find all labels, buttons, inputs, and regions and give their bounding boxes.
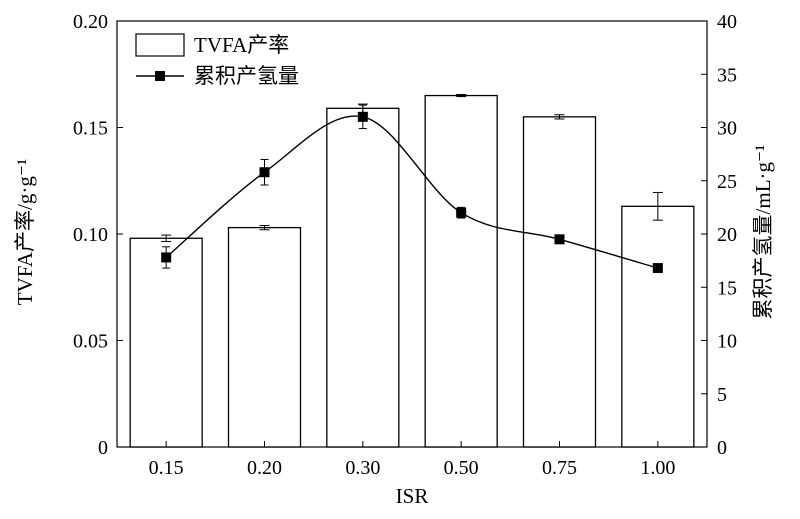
axes: 0.15 0.20 0.30 0.50 0.75 1.00 0 0.05 0.10 0.15 0.2…	[73, 11, 737, 479]
legend-marker-swatch	[155, 71, 165, 81]
y-right-tick-label: 30	[717, 118, 737, 140]
bar-error-bar	[456, 93, 467, 98]
line-marker	[357, 111, 368, 122]
bar	[129, 237, 203, 448]
y-right-tick-label: 35	[717, 64, 737, 86]
x-tick-label: 0.30	[345, 457, 380, 479]
line-marker	[161, 252, 172, 263]
y-right-tick-label: 0	[717, 437, 727, 459]
legend-entry-bar: TVFA产率	[135, 33, 289, 57]
y-axis-right-title: 累积产氢量/mL·g⁻¹	[751, 145, 775, 320]
line-marker	[554, 234, 565, 245]
legend-bar-swatch	[135, 33, 185, 57]
y-left-tick-label: 0.05	[73, 331, 108, 353]
y-right-tick-label: 20	[717, 224, 737, 246]
x-tick-label: 0.50	[444, 457, 479, 479]
y-left-tick-label: 0.15	[73, 118, 108, 140]
line-series	[161, 104, 663, 274]
bar-error-bar	[554, 114, 565, 120]
bar	[621, 205, 695, 448]
line-marker	[652, 263, 663, 274]
line-marker	[259, 167, 270, 178]
bar-error-bar	[259, 224, 270, 231]
x-tick-label: 0.20	[247, 457, 282, 479]
y-axis-left-title: TVFA产率/g·g⁻¹	[13, 159, 37, 306]
y-right-tick-label: 5	[717, 384, 727, 406]
y-left-tick-label: 0.20	[73, 11, 108, 33]
x-axis-title: ISR	[396, 484, 429, 508]
y-right-tick-label: 15	[717, 277, 737, 299]
y-right-tick-label: 40	[717, 11, 737, 33]
legend-entry-line: 累积产氢量	[136, 64, 299, 88]
legend-label: 累积产氢量	[194, 64, 299, 88]
line-marker	[456, 207, 467, 218]
y-right-tick-label: 25	[717, 171, 737, 193]
bar	[326, 107, 400, 448]
bar	[522, 116, 597, 448]
x-tick-label: 0.15	[149, 457, 184, 479]
y-left-tick-label: 0	[98, 437, 108, 459]
y-right-tick-label: 10	[717, 331, 737, 353]
x-tick-label: 0.75	[542, 457, 577, 479]
legend-label: TVFA产率	[194, 33, 289, 57]
bar	[227, 226, 302, 448]
x-tick-label: 1.00	[640, 457, 675, 479]
bar	[424, 94, 498, 448]
bar-error-bar	[652, 191, 663, 221]
bar-series	[129, 93, 695, 448]
bar-error-bar	[161, 234, 172, 242]
y-left-tick-label: 0.10	[73, 224, 108, 246]
